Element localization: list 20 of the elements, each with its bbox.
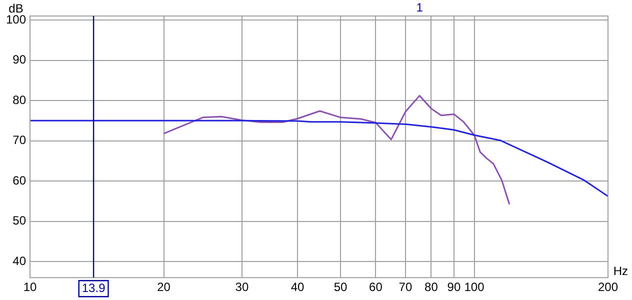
x-tick-label: 80 — [424, 280, 438, 294]
y-tick-label: 90 — [12, 52, 26, 67]
x-tick-label: 100 — [464, 280, 485, 294]
x-tick-label: 90 — [447, 280, 461, 294]
y-tick-label: 40 — [12, 254, 26, 268]
text: 1 — [416, 0, 424, 14]
x-tick-label: 200 — [598, 280, 618, 294]
x-tick-label: 60 — [369, 280, 383, 294]
x-tick-label: 20 — [157, 280, 171, 294]
x-tick-label: 40 — [290, 280, 304, 294]
x-tick-label: 10 — [23, 280, 38, 294]
x-tick-label: 50 — [334, 280, 348, 294]
x-axis-title: Hz — [613, 264, 628, 278]
y-tick-label: 70 — [12, 133, 26, 148]
y-tick-label: 50 — [12, 214, 26, 228]
x-tick-label: 70 — [398, 280, 412, 294]
y-tick-label: 60 — [12, 173, 26, 188]
ref-line-label: 13.9 — [82, 280, 106, 295]
y-tick-label: 80 — [12, 92, 26, 107]
x-tick-label: 30 — [235, 280, 249, 294]
